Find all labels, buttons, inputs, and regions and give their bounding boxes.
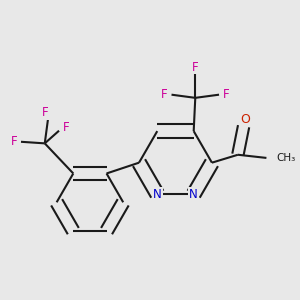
Text: F: F	[192, 61, 199, 74]
Text: F: F	[63, 121, 69, 134]
Text: F: F	[11, 135, 17, 148]
Text: F: F	[223, 88, 229, 101]
Text: F: F	[42, 106, 49, 119]
Text: N: N	[153, 188, 162, 201]
Text: O: O	[240, 113, 250, 126]
Text: F: F	[161, 88, 168, 101]
Text: N: N	[189, 188, 198, 201]
Text: CH₃: CH₃	[277, 153, 296, 163]
